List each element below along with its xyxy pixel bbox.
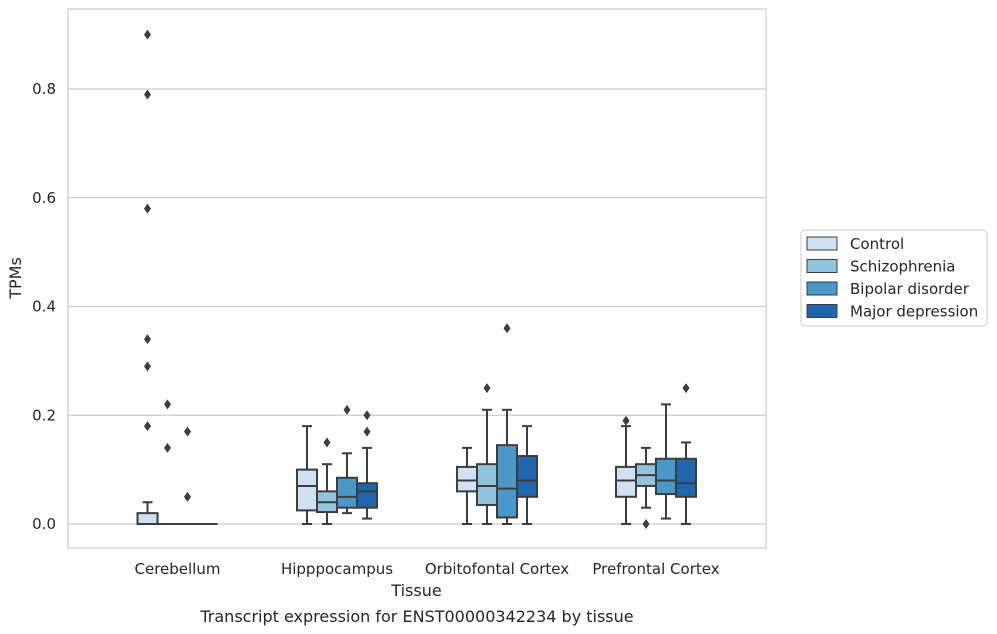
outlier-point [363, 410, 371, 421]
legend: Control Schizophrenia Bipolar disorder Majo… [800, 229, 988, 327]
box-major-depression [675, 383, 697, 525]
x-tick-label: Hipppocampus [281, 560, 393, 578]
outlier-point [144, 334, 151, 345]
outlier-point [144, 89, 151, 100]
box-major-depression [356, 410, 378, 520]
legend-swatch [806, 304, 838, 318]
box-bipolar-disorder [177, 426, 198, 525]
outlier-point [164, 399, 171, 410]
outlier-point [164, 442, 171, 453]
box-iqr [136, 512, 159, 525]
outlier-point [323, 437, 331, 448]
x-tick-label: Orbitofontal Cortex [425, 560, 569, 578]
y-axis-ticks: 0.0 0.2 0.4 0.6 0.8 [32, 80, 56, 533]
legend-frame [800, 229, 988, 327]
box-control [296, 425, 318, 525]
legend-swatch [806, 259, 838, 273]
chart-title: Transcript expression for ENST0000034223… [199, 607, 633, 626]
legend-swatch [806, 236, 838, 251]
outlier-point [144, 361, 151, 372]
x-axis-title: Tissue [390, 581, 441, 600]
legend-label: Major depression [850, 303, 978, 321]
box-iqr [615, 465, 637, 498]
box-major-depression [516, 425, 538, 525]
box-schizophrenia [157, 399, 178, 525]
outlier-point [642, 519, 650, 529]
plot-area-frame [67, 8, 767, 549]
box-schizophrenia [635, 446, 657, 529]
x-axis-ticks: Cerebellum Hipppocampus Orbitofontal Corte… [135, 560, 720, 578]
y-tick-label: 0.8 [32, 80, 56, 98]
y-tick-label: 0.6 [32, 189, 56, 207]
box-groups [136, 29, 697, 529]
box-control [136, 29, 159, 525]
box-schizophrenia [476, 383, 498, 525]
y-tick-label: 0.0 [32, 515, 56, 533]
outlier-point [184, 426, 191, 437]
y-tick-label: 0.4 [32, 298, 56, 316]
box-iqr [356, 482, 378, 509]
outlier-point [622, 415, 630, 426]
outlier-point [343, 404, 351, 415]
x-tick-label: Prefrontal Cortex [592, 560, 719, 578]
legend-label: Control [850, 235, 904, 253]
box-iqr [296, 468, 318, 512]
y-tick-label: 0.2 [32, 406, 56, 424]
outlier-point [483, 383, 491, 394]
outlier-point [503, 323, 511, 334]
box-bipolar-disorder [655, 403, 677, 520]
box-iqr [496, 444, 518, 519]
box-iqr [456, 465, 478, 493]
box-iqr [336, 476, 358, 509]
outlier-point [363, 426, 371, 437]
outlier-point [144, 203, 151, 214]
box-iqr [675, 457, 697, 498]
outlier-point [184, 491, 191, 502]
box-iqr [655, 457, 677, 496]
outlier-point [682, 383, 690, 394]
outlier-point [144, 421, 151, 432]
box-iqr [476, 463, 498, 506]
legend-swatch [806, 281, 838, 296]
box-iqr [516, 455, 538, 498]
legend-label: Schizophrenia [850, 258, 955, 276]
box-control [615, 415, 637, 525]
legend-label: Bipolar disorder [850, 280, 970, 298]
y-axis-title: TPMs [6, 257, 25, 300]
outlier-point [144, 29, 151, 40]
x-tick-label: Cerebellum [135, 560, 221, 578]
